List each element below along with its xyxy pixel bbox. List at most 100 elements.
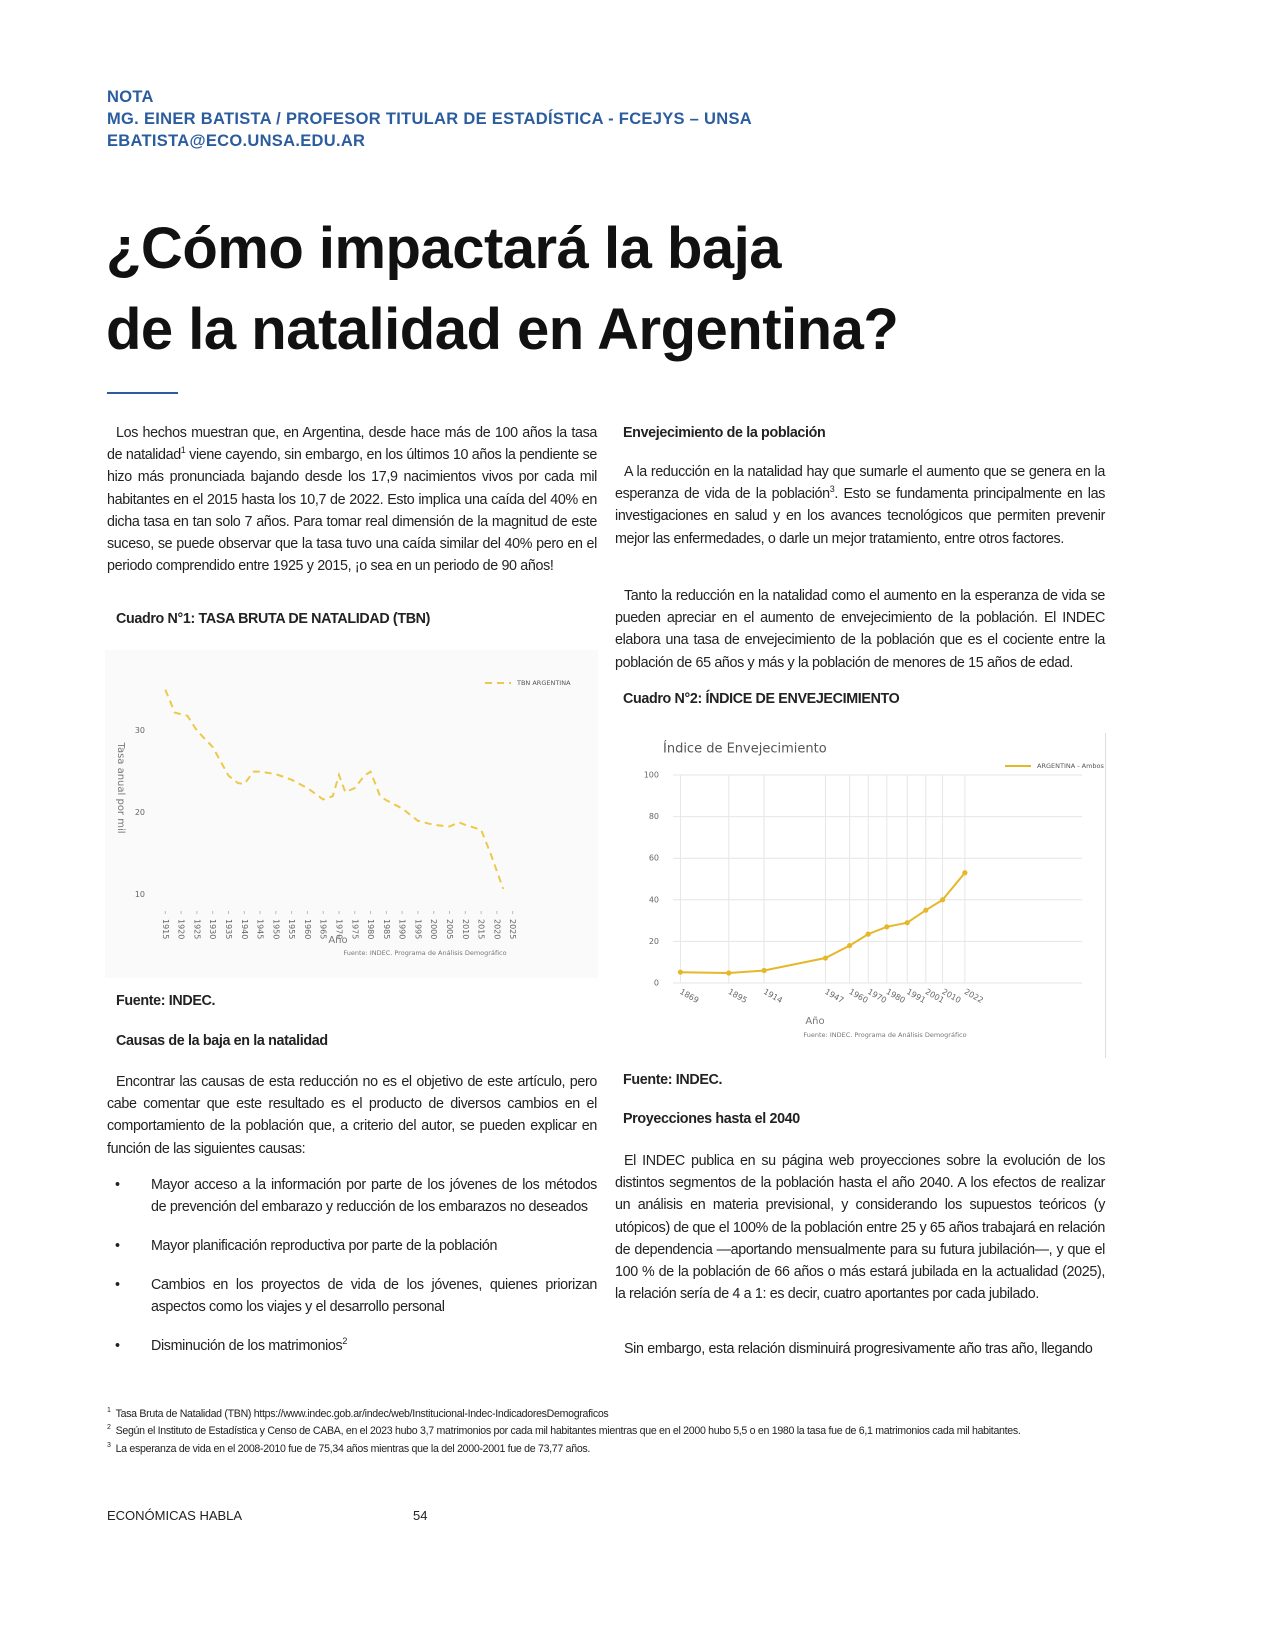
x-tick-label: 1991 [905,987,927,1005]
x-tick-label: 2015 [477,919,486,939]
y-tick-label: 20 [135,808,145,817]
x-tick-label: 1960 [847,987,869,1005]
chart-title: Índice de Envejecimiento [663,741,827,757]
text: viene cayendo, sin embargo, en los últim… [107,447,597,575]
bullet-item: • Mayor planificación reproductiva por pa… [107,1235,597,1257]
x-tick-label: 1945 [256,919,265,939]
y-tick-label: 20 [649,937,659,946]
x-tick-label: 2022 [963,987,985,1005]
chart-source: Fuente: INDEC. Programa de Análisis Demo… [803,1031,966,1039]
paragraph: Tanto la reducción en la natalidad como … [615,588,1105,671]
y-tick-label: 80 [649,812,659,821]
data-point [923,907,929,913]
x-tick-label: 2005 [445,919,454,939]
text: . Esto se fundamenta principalmente en l… [615,486,1106,547]
legend-label: ARGENTINA - Ambos [1037,762,1105,770]
section-label: NOTA [107,88,154,106]
title-rule [107,392,178,394]
paragraph: Los hechos muestran que, en Argentina, d… [107,422,597,577]
footnote-text: Tasa Bruta de Natalidad (TBN) https://ww… [115,1408,609,1420]
x-tick-label: 1869 [678,987,700,1005]
subheading: Causas de la baja en la natalidad [116,1033,328,1049]
data-point [822,955,829,961]
title-line: ¿Cómo impactará la baja [106,216,782,281]
author: MG. EINER BATISTA / PROFESOR TITULAR DE … [107,110,752,128]
x-tick-label: 2010 [940,987,962,1005]
bullet-item: • Disminución de los matrimonios2 [115,1336,347,1354]
x-tick-label: 1950 [271,919,280,939]
x-tick-label: 1995 [413,919,422,939]
bullet-item: • Cambios en los proyectos de vida de los… [107,1274,597,1318]
email: EBATISTA@ECO.UNSA.EDU.AR [107,132,366,150]
x-tick-label: 1990 [398,919,407,939]
publication-name: ECONÓMICAS HABLA [107,1508,243,1523]
paragraph: Sin embargo, esta relación disminuirá pr… [624,1341,1093,1357]
y-tick-label: 10 [135,890,145,899]
x-tick-label: 2000 [429,919,438,939]
y-axis-label: Tasa anual por mil [115,741,126,833]
figure: 10 20 30 1915 1920 1925 1930 1935 1940 1945 1950 19… [105,650,598,978]
x-tick-label: 2020 [492,919,501,939]
x-tick-label: 1915 [161,919,170,939]
footnote: 2 Según el Instituto de Estadística y Cen… [107,1424,1021,1437]
data-line [680,872,966,975]
chart-source: Fuente: INDEC. Programa de Análisis Demo… [343,949,506,957]
x-tick-label: 1925 [192,919,201,939]
x-tick-label: 1985 [382,919,391,939]
x-tick-label: 1930 [208,919,217,939]
text: Mayor planificación reproductiva por par… [151,1238,498,1254]
text: Cambios en los proyectos de vida de los … [151,1277,597,1315]
data-point [904,920,910,926]
y-tick-label: 30 [135,726,145,735]
figure-source: Fuente: INDEC. [116,993,216,1009]
footnote-number: 1 [107,1407,111,1415]
x-tick-label: 1970 [335,919,344,939]
x-tick-label: 1935 [224,919,233,939]
figure-source: Fuente: INDEC. [623,1072,723,1088]
data-point [677,969,684,975]
x-tick-label: 1947 [823,987,845,1005]
paragraph: A la reducción en la natalidad hay que s… [615,461,1105,550]
footnote-ref: 3 [829,484,835,495]
legend-label: TBN ARGENTINA [516,679,571,687]
x-tick-label: 1980 [885,987,907,1005]
data-point [962,870,968,876]
data-point [761,967,767,974]
x-tick-label: 1920 [177,919,186,939]
x-axis-label: Año [805,1016,824,1027]
y-tick-label: 0 [654,979,659,988]
footnote-text: Según el Instituto de Estadística y Cens… [115,1425,1021,1437]
page-number: 54 [413,1508,428,1523]
x-axis-label: Año [328,935,347,946]
x-tick-label: 1960 [303,919,312,939]
x-tick-label: 1965 [319,919,328,939]
x-tick-label: 1970 [866,987,888,1005]
footnote: 1 Tasa Bruta de Natalidad (TBN) https://w… [107,1407,609,1420]
title-line: de la natalidad en Argentina? [106,297,899,362]
x-tick-label: 1895 [727,987,749,1005]
x-tick-label: 2025 [508,919,517,939]
paragraph: El INDEC publica en su página web proyec… [615,1153,1105,1303]
x-tick-label: 1940 [240,919,249,939]
x-tick-label: 2010 [461,919,470,939]
data-point [939,897,946,903]
figure: Índice de Envejecimiento 0 20 40 60 80 100 1869… [615,733,1106,1058]
chart: Índice de Envejecimiento 0 20 40 60 80 100 1869… [644,741,1105,1040]
text: A la reducción en la natalidad hay que s… [615,464,1105,503]
footnote-ref: 2 [342,1336,347,1347]
bullet-item: • Mayor acceso a la información por parte… [107,1174,597,1218]
text: Mayor acceso a la información por parte … [151,1177,597,1215]
footnote-number: 3 [107,1442,111,1450]
x-tick-label: 1914 [762,987,784,1005]
x-tick-label: 1980 [366,919,375,939]
y-tick-label: 40 [649,895,659,904]
data-line [164,689,505,890]
figure-caption: Cuadro N°1: TASA BRUTA DE NATALIDAD (TBN… [116,611,431,627]
text: Los hechos muestran que, en Argentina, d… [107,425,597,464]
y-tick-label: 100 [644,771,659,780]
subheading: Envejecimiento de la población [623,425,826,441]
footnote-text: La esperanza de vida en el 2008-2010 fue… [115,1443,591,1455]
footnote-number: 2 [107,1424,111,1432]
